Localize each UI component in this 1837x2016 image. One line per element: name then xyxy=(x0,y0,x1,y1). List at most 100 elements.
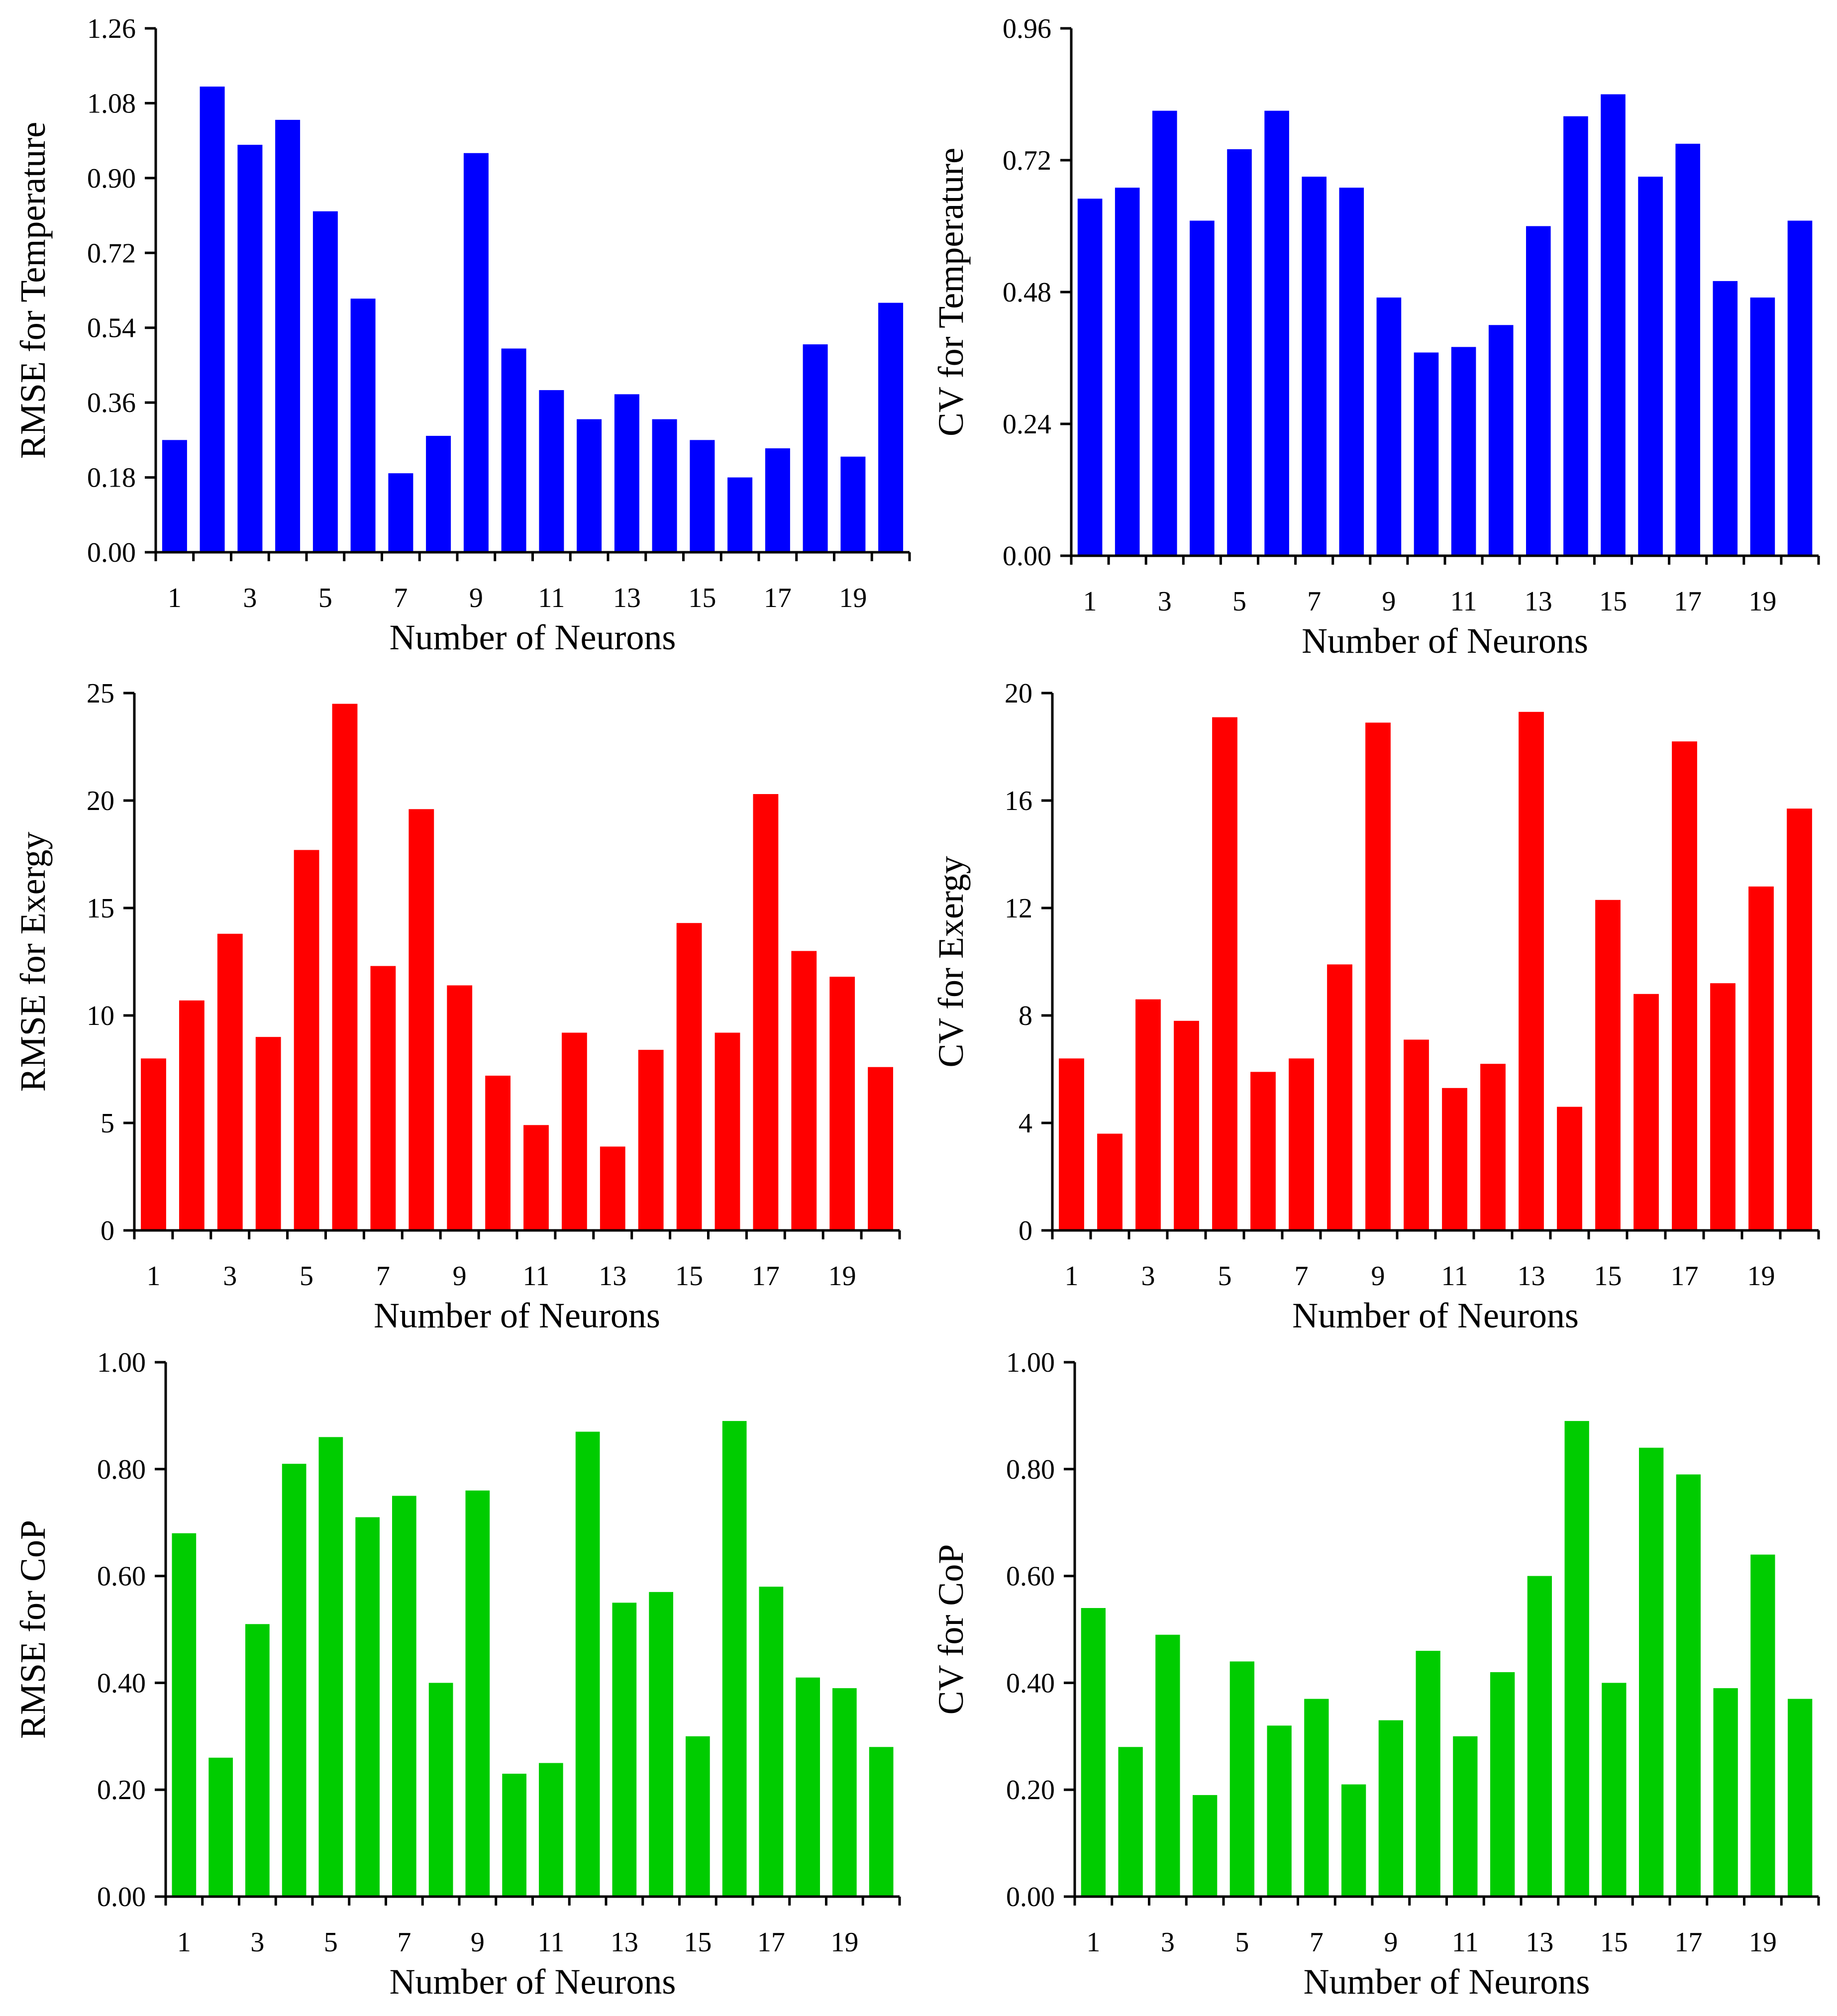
rmse-cop-x-tick-label: 1 xyxy=(177,1927,191,1958)
cv-temperature-bar-15 xyxy=(1601,94,1626,556)
cv-temperature-bar-6 xyxy=(1264,110,1289,556)
rmse-cop-bar-1 xyxy=(172,1533,197,1897)
rmse-exergy-y-tick-label: 20 xyxy=(87,786,114,816)
rmse-temperature-y-tick-label: 1.08 xyxy=(87,88,136,119)
cv-temperature-x-tick-label: 17 xyxy=(1674,586,1702,617)
cv-temperature-bar-20 xyxy=(1787,220,1813,556)
rmse-cop-bar-11 xyxy=(539,1763,563,1897)
rmse-temperature-bar-4 xyxy=(275,119,301,552)
cv-exergy-y-tick-label: 20 xyxy=(1005,678,1032,709)
rmse-exergy-bar-10 xyxy=(485,1076,510,1230)
rmse-exergy-bar-2 xyxy=(179,1000,204,1230)
rmse-exergy-x-tick-label: 17 xyxy=(752,1261,780,1292)
rmse-temperature-bar-17 xyxy=(765,448,790,552)
rmse-cop-y-axis-title: RMSE for CoP xyxy=(13,1520,53,1739)
cv-exergy-x-tick-label: 15 xyxy=(1594,1261,1622,1292)
rmse-exergy-y-tick-label: 0 xyxy=(101,1215,114,1246)
cv-temperature-x-tick-label: 11 xyxy=(1450,586,1477,617)
rmse-exergy-y-tick-label: 15 xyxy=(87,893,114,924)
rmse-cop-y-tick-label: 0.00 xyxy=(97,1882,146,1913)
cv-exergy-bar-14 xyxy=(1557,1107,1582,1230)
rmse-cop-y-tick-label: 0.40 xyxy=(97,1668,146,1699)
cv-cop-bar-4 xyxy=(1193,1795,1218,1897)
cv-cop-x-tick-label: 7 xyxy=(1310,1927,1324,1958)
rmse-cop-x-tick-label: 3 xyxy=(250,1927,264,1958)
cv-exergy-x-tick-label: 7 xyxy=(1295,1261,1309,1292)
rmse-temperature-bar-7 xyxy=(388,473,413,552)
cv-cop-x-tick-label: 17 xyxy=(1674,1927,1702,1958)
cv-exergy-bar-6 xyxy=(1250,1072,1276,1230)
rmse-temperature-bar-5 xyxy=(312,211,338,552)
cv-cop-x-tick-label: 1 xyxy=(1086,1927,1100,1958)
cv-cop-x-tick-label: 15 xyxy=(1600,1927,1628,1958)
cv-cop-bar-14 xyxy=(1564,1421,1589,1897)
rmse-exergy-bar-6 xyxy=(332,704,358,1230)
cv-cop-bar-20 xyxy=(1788,1699,1813,1897)
rmse-temperature-bar-19 xyxy=(840,456,866,552)
rmse-temperature-bar-13 xyxy=(614,394,639,552)
rmse-cop-x-tick-label: 9 xyxy=(471,1927,485,1958)
cv-temperature-bar-4 xyxy=(1190,220,1215,556)
rmse-exergy-bar-16 xyxy=(714,1032,740,1230)
rmse-exergy-bar-11 xyxy=(523,1125,549,1230)
rmse-exergy-x-tick-label: 15 xyxy=(675,1261,703,1292)
rmse-temperature-bar-3 xyxy=(237,145,263,552)
cv-cop-y-tick-label: 0.80 xyxy=(1006,1454,1055,1485)
rmse-temperature-x-tick-label: 1 xyxy=(168,583,182,613)
cv-temperature-bar-17 xyxy=(1675,143,1700,556)
cv-cop-bar-11 xyxy=(1453,1736,1478,1897)
cv-cop-x-tick-label: 9 xyxy=(1384,1927,1398,1958)
cv-cop-bar-3 xyxy=(1155,1634,1180,1897)
rmse-temperature-x-tick-label: 9 xyxy=(469,583,483,613)
rmse-cop-bar-17 xyxy=(759,1587,784,1897)
cv-temperature-x-tick-label: 5 xyxy=(1232,586,1246,617)
cv-temperature-bar-5 xyxy=(1227,149,1252,556)
rmse-cop-x-axis-title: Number of Neurons xyxy=(390,1962,676,2002)
cv-temperature-bar-8 xyxy=(1339,188,1364,556)
rmse-temperature-x-tick-label: 7 xyxy=(394,583,408,613)
rmse-exergy-x-tick-label: 11 xyxy=(522,1261,549,1292)
rmse-temperature-bar-11 xyxy=(539,390,564,552)
rmse-temperature-bar-10 xyxy=(501,348,526,552)
cv-cop-bar-9 xyxy=(1378,1720,1403,1897)
cv-exergy-bar-5 xyxy=(1212,717,1237,1230)
rmse-exergy-x-tick-label: 7 xyxy=(376,1261,390,1292)
cv-exergy-y-tick-label: 4 xyxy=(1019,1108,1032,1139)
cv-temperature-y-tick-label: 0.48 xyxy=(1003,277,1051,308)
cv-temperature-x-tick-label: 19 xyxy=(1748,586,1776,617)
cv-temperature-bar-9 xyxy=(1376,298,1402,556)
cv-exergy-x-tick-label: 17 xyxy=(1671,1261,1699,1292)
cv-exergy-y-tick-label: 12 xyxy=(1005,893,1032,924)
rmse-temperature-bar-18 xyxy=(803,344,828,552)
cv-cop-y-axis-title: CV for CoP xyxy=(931,1544,971,1715)
rmse-temperature-y-tick-label: 1.26 xyxy=(87,13,136,44)
rmse-cop-bar-7 xyxy=(392,1496,416,1897)
rmse-exergy-bar-9 xyxy=(447,985,473,1230)
cv-exergy-bar-4 xyxy=(1174,1020,1199,1230)
cv-cop-x-tick-label: 19 xyxy=(1749,1927,1777,1958)
rmse-temperature-y-tick-label: 0.36 xyxy=(87,388,136,418)
cv-exergy-bar-1 xyxy=(1059,1058,1084,1230)
cv-temperature-x-tick-label: 9 xyxy=(1382,586,1396,617)
cv-exergy-bar-8 xyxy=(1327,964,1352,1230)
cv-exergy-bar-3 xyxy=(1135,999,1161,1230)
rmse-exergy-bar-14 xyxy=(638,1050,664,1230)
rmse-temperature-y-tick-label: 0.54 xyxy=(87,313,136,344)
cv-cop-y-tick-label: 1.00 xyxy=(1006,1347,1055,1378)
cv-temperature-bar-12 xyxy=(1488,325,1514,556)
rmse-temperature-y-tick-label: 0.90 xyxy=(87,163,136,194)
rmse-cop-x-tick-label: 7 xyxy=(397,1927,411,1958)
rmse-temperature-y-tick-label: 0.72 xyxy=(87,238,136,269)
cv-cop-bar-15 xyxy=(1602,1683,1627,1897)
cv-exergy-bar-15 xyxy=(1595,900,1621,1230)
rmse-exergy-bar-5 xyxy=(294,850,319,1230)
rmse-exergy-bar-13 xyxy=(600,1146,625,1230)
cv-exergy-x-tick-label: 1 xyxy=(1065,1261,1079,1292)
cv-cop-bar-19 xyxy=(1750,1554,1775,1897)
rmse-temperature-x-tick-label: 17 xyxy=(764,583,792,613)
cv-cop-bar-6 xyxy=(1267,1725,1292,1897)
cv-temperature-x-axis-title: Number of Neurons xyxy=(1302,621,1588,661)
rmse-temperature-x-tick-label: 5 xyxy=(318,583,332,613)
